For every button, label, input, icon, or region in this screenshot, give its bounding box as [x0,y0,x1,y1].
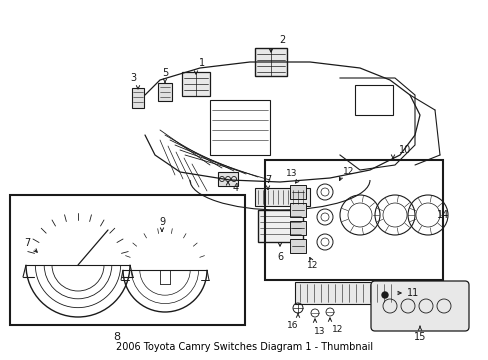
Text: 13: 13 [314,327,325,336]
Bar [132,88,143,108]
Bar [158,83,172,101]
Bar [289,185,305,199]
Bar [209,100,269,155]
Text: 10: 10 [398,145,410,155]
Text: 7: 7 [24,238,30,248]
Bar [182,72,209,96]
Text: 12: 12 [343,166,354,175]
Text: 16: 16 [286,321,298,330]
Text: 2006 Toyota Camry Switches Diagram 1 - Thumbnail: 2006 Toyota Camry Switches Diagram 1 - T… [116,342,372,352]
Bar [254,188,309,206]
Text: 8: 8 [113,332,121,342]
Text: 1: 1 [199,58,204,68]
Bar [354,85,392,115]
Text: 12: 12 [306,261,318,270]
Text: 6: 6 [276,252,283,262]
Bar [10,195,244,325]
Bar [264,160,442,280]
Text: 3: 3 [130,73,136,83]
Text: 13: 13 [285,170,297,179]
Text: 5: 5 [162,68,168,78]
Text: 2: 2 [278,35,285,45]
Bar [294,282,394,304]
Circle shape [381,292,387,298]
Text: 7: 7 [264,175,270,185]
Bar [289,203,305,217]
Bar [258,210,303,242]
Bar [254,48,286,76]
Text: 15: 15 [413,332,426,342]
Text: 14: 14 [436,210,448,220]
Text: 11: 11 [406,288,418,298]
Text: 4: 4 [232,183,239,193]
Bar [289,221,305,235]
Text: 12: 12 [332,325,343,334]
Text: 9: 9 [159,217,165,227]
Bar [289,239,305,253]
FancyBboxPatch shape [370,281,468,331]
Bar [218,172,238,186]
